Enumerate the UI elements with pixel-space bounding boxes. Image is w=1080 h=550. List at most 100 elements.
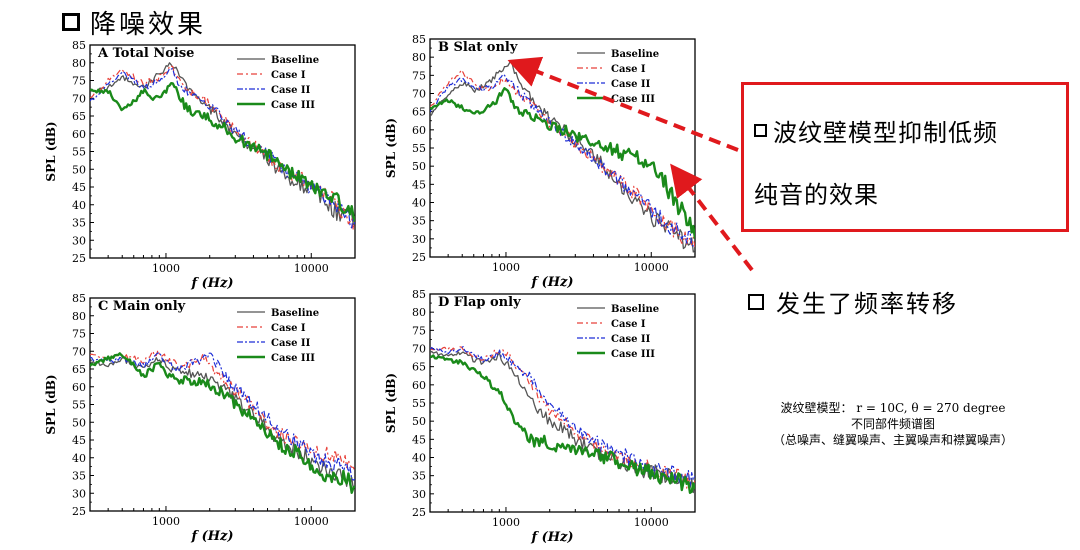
- y-tick-label: 50: [412, 160, 426, 173]
- y-tick-label: 30: [72, 234, 86, 247]
- callout-text-1: 波纹壁模型抑制低频: [773, 119, 998, 147]
- legend-label: Baseline: [271, 55, 319, 66]
- y-tick-label: 50: [72, 163, 86, 176]
- y-tick-label: 50: [412, 415, 426, 428]
- slide-heading: 降噪效果: [62, 4, 206, 40]
- x-tick-label: 1000: [492, 261, 520, 274]
- y-tick-label: 40: [72, 452, 86, 465]
- y-tick-label: 55: [72, 399, 86, 412]
- y-axis-label: SPL (dB): [44, 374, 58, 434]
- panel-title: D Flap only: [438, 295, 521, 310]
- spectrum-panel: 25 30 35 40 45 50 55 60 65 70 75 80 85 1000 10000 f (Hz…: [384, 33, 696, 290]
- y-axis-label: SPL (dB): [44, 121, 58, 181]
- y-tick-label: 45: [72, 181, 86, 194]
- y-tick-label: 60: [72, 381, 86, 394]
- y-tick-label: 55: [412, 397, 426, 410]
- callout-arrows: [507, 56, 754, 272]
- y-tick-label: 65: [412, 361, 426, 374]
- series-line-baseline: [430, 350, 695, 494]
- y-tick-label: 85: [72, 39, 86, 52]
- y-tick-label: 80: [412, 306, 426, 319]
- y-tick-label: 30: [412, 233, 426, 246]
- y-tick-label: 25: [72, 505, 86, 518]
- caption-line-2: 不同部件频谱图: [850, 417, 935, 431]
- x-axis-label: f (Hz): [530, 275, 573, 290]
- y-tick-label: 80: [72, 310, 86, 323]
- y-tick-label: 35: [72, 217, 86, 230]
- legend-label: Baseline: [611, 304, 659, 315]
- y-tick-label: 45: [72, 434, 86, 447]
- square-bullet-icon: [62, 13, 80, 31]
- legend-label: Case III: [611, 349, 655, 360]
- y-tick-label: 65: [72, 110, 86, 123]
- caption-line-1: 波纹壁模型： r = 10C, θ = 270 degree: [780, 401, 1006, 415]
- figure-caption: 波纹壁模型： r = 10C, θ = 270 degree 不同部件频谱图 （…: [728, 400, 1058, 448]
- y-tick-label: 85: [412, 33, 426, 46]
- plot-frame: [89, 44, 356, 259]
- frequency-shift-text: 发生了频率转移: [776, 290, 958, 318]
- y-tick-label: 75: [412, 69, 426, 82]
- plot-frame: [89, 297, 356, 512]
- square-bullet-icon: [748, 293, 764, 310]
- y-tick-label: 65: [412, 106, 426, 119]
- legend-label: Case II: [611, 334, 651, 345]
- y-tick-label: 25: [412, 506, 426, 519]
- callout-line-1: 波纹壁模型抑制低频: [754, 113, 998, 148]
- legend-label: Case I: [611, 319, 646, 330]
- x-axis-label: f (Hz): [190, 276, 233, 291]
- legend-label: Case III: [271, 100, 315, 111]
- x-tick-label: 1000: [152, 262, 180, 275]
- y-tick-label: 60: [72, 128, 86, 141]
- spectrum-panel: 25 30 35 40 45 50 55 60 65 70 75 80 85 1000 10000 f (Hz…: [384, 288, 696, 545]
- x-axis-label: f (Hz): [530, 530, 573, 545]
- y-tick-label: 45: [412, 178, 426, 191]
- series-line-case-i: [90, 65, 355, 231]
- x-tick-label: 1000: [152, 515, 180, 528]
- y-tick-label: 65: [72, 363, 86, 376]
- x-tick-label: 10000: [634, 261, 669, 274]
- y-tick-label: 30: [412, 488, 426, 501]
- y-tick-label: 50: [72, 416, 86, 429]
- y-tick-label: 80: [72, 57, 86, 70]
- series-line-baseline: [90, 62, 355, 226]
- legend-label: Case I: [271, 70, 306, 81]
- y-tick-label: 35: [412, 470, 426, 483]
- y-tick-label: 55: [412, 142, 426, 155]
- y-tick-label: 80: [412, 51, 426, 64]
- y-tick-label: 75: [72, 75, 86, 88]
- x-tick-label: 10000: [294, 262, 329, 275]
- y-tick-label: 45: [412, 433, 426, 446]
- x-tick-label: 1000: [492, 516, 520, 529]
- y-tick-label: 85: [72, 292, 86, 305]
- y-tick-label: 35: [412, 215, 426, 228]
- frequency-shift-note: 发生了频率转移: [748, 284, 958, 319]
- series-line-case-i: [90, 349, 355, 472]
- y-tick-label: 60: [412, 379, 426, 392]
- y-tick-label: 85: [412, 288, 426, 301]
- y-tick-label: 40: [412, 197, 426, 210]
- y-tick-label: 70: [412, 343, 426, 356]
- legend-label: Case II: [611, 79, 651, 90]
- y-tick-label: 75: [412, 324, 426, 337]
- series-line-baseline: [430, 59, 695, 253]
- square-bullet-icon: [754, 124, 767, 137]
- legend-label: Case III: [611, 94, 655, 105]
- y-tick-label: 70: [72, 92, 86, 105]
- legend-label: Case II: [271, 338, 311, 349]
- y-axis-label: SPL (dB): [384, 373, 398, 433]
- series-line-case-i: [430, 69, 695, 248]
- caption-line-3: （总噪声、缝翼噪声、主翼噪声和襟翼噪声）: [772, 433, 1013, 447]
- y-tick-label: 30: [72, 487, 86, 500]
- arrow-to-slat-peak: [507, 56, 739, 152]
- series-line-case-ii: [430, 73, 695, 247]
- y-tick-label: 40: [412, 452, 426, 465]
- y-tick-label: 25: [72, 252, 86, 265]
- y-axis-label: SPL (dB): [384, 118, 398, 178]
- panel-title: C Main only: [98, 299, 186, 314]
- x-tick-label: 10000: [294, 515, 329, 528]
- y-tick-label: 40: [72, 199, 86, 212]
- legend-label: Case I: [611, 64, 646, 75]
- spectrum-panel: 25 30 35 40 45 50 55 60 65 70 75 80 85 1000 10000 f (Hz…: [44, 292, 356, 544]
